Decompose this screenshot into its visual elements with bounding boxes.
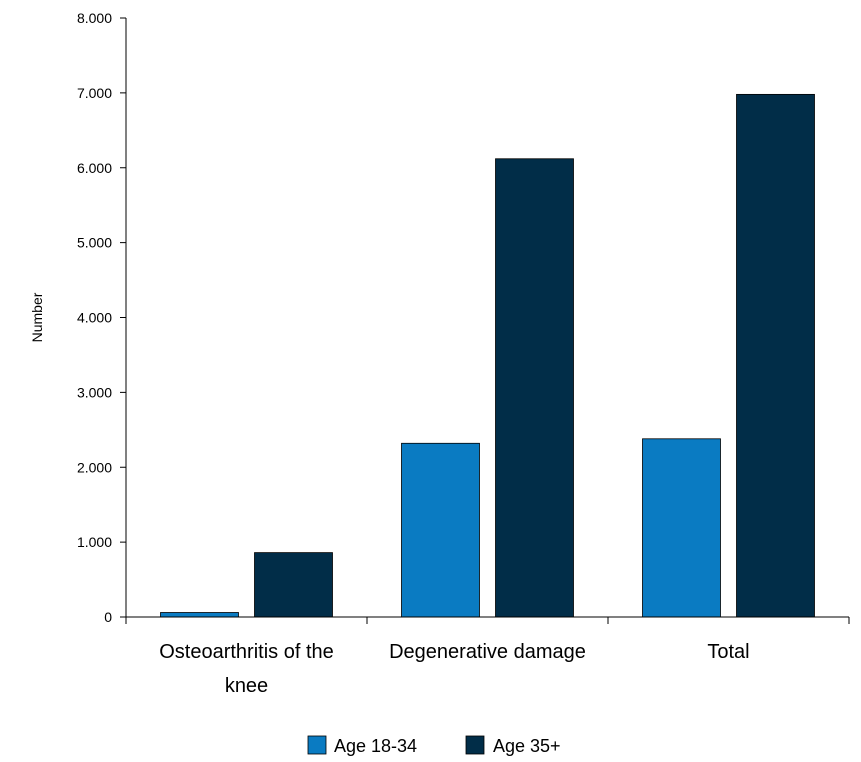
x-category-label: Total: [707, 641, 749, 663]
bar-age-35-plus: [254, 552, 333, 618]
y-tick-label: 5.000: [77, 235, 112, 251]
bars: [160, 93, 815, 618]
x-category-label-line: knee: [225, 675, 268, 697]
y-tick-label: 0: [104, 609, 112, 625]
legend-swatch: [465, 735, 485, 755]
legend-swatch: [307, 735, 327, 755]
y-axis-ticks: 0 1.000 2.000 3.000 4.000 5.000 6.000 7.000 8.00…: [77, 10, 126, 625]
bar-age-35-plus: [736, 93, 815, 618]
legend-label: Age 18-34: [334, 736, 417, 756]
x-category-label-line: Total: [707, 641, 749, 663]
bar-age-35-plus: [495, 158, 574, 618]
y-tick-label: 7.000: [77, 85, 112, 101]
y-tick-label: 2.000: [77, 459, 112, 475]
x-category-label: Osteoarthritis of the knee: [159, 641, 334, 697]
x-category-label-line: Osteoarthritis of the: [159, 641, 334, 663]
bar-age-18-34: [401, 442, 480, 618]
x-category-label-line: Degenerative damage: [389, 641, 586, 663]
y-axis-title: Number: [29, 292, 45, 342]
x-axis-ticks: Osteoarthritis of the knee Degenerative da…: [125, 617, 850, 697]
y-tick-label: 8.000: [77, 10, 112, 26]
legend-label: Age 35+: [493, 736, 561, 756]
y-tick-label: 4.000: [77, 310, 112, 326]
bar-age-18-34: [160, 612, 239, 618]
y-tick-label: 3.000: [77, 384, 112, 400]
y-tick-label: 6.000: [77, 160, 112, 176]
legend: Age 18-34 Age 35+: [307, 735, 561, 756]
bar-age-18-34: [642, 438, 721, 618]
y-tick-label: 1.000: [77, 534, 112, 550]
x-category-label: Degenerative damage: [389, 641, 586, 663]
